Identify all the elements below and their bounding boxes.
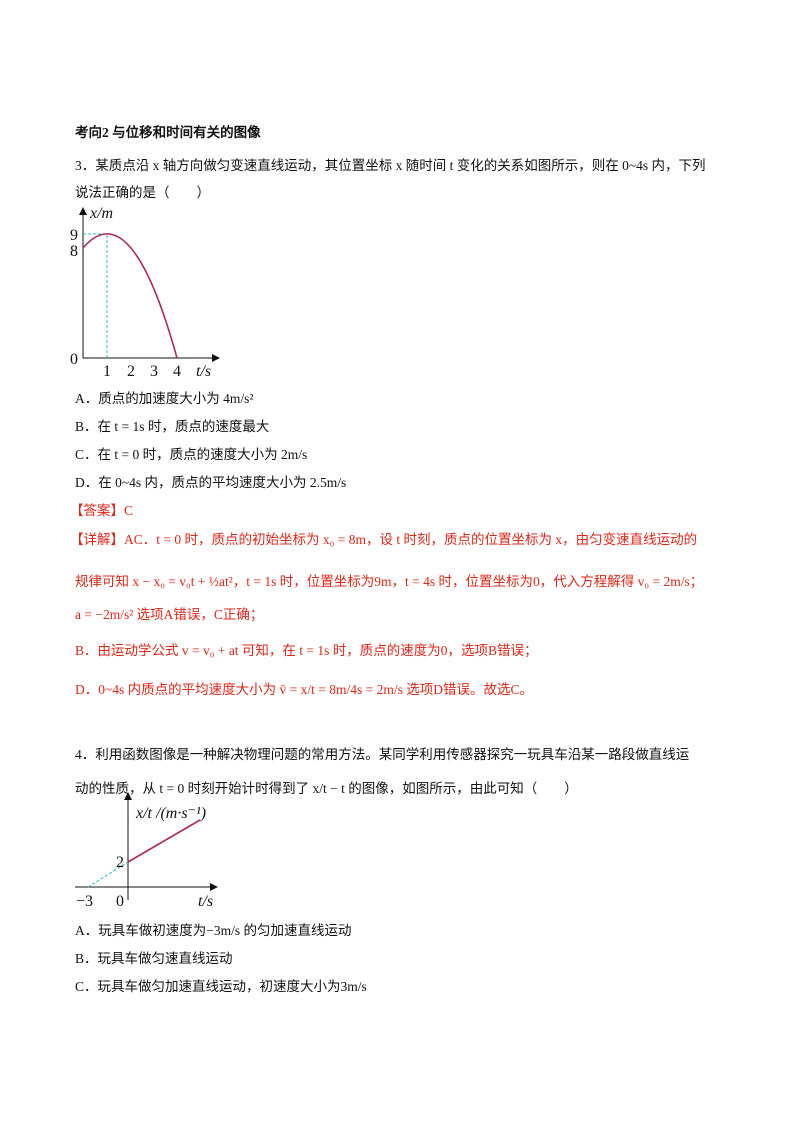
guide-line [83, 233, 108, 358]
arrow [210, 883, 218, 891]
curve [82, 233, 178, 359]
figure-2: x/t /(m·s⁻¹) t/s 2 0 −3 [75, 792, 218, 910]
tick-label: 2 [116, 854, 124, 871]
explanation-line: 规律可知 x − x₀ = v₀t + ½at²，t = 1s 时，位置坐标为9… [75, 574, 704, 589]
tick-label: −3 [76, 893, 93, 910]
line [127, 819, 201, 863]
option: A．玩具车做初速度为−3m/s 的匀加速直线运动 [75, 923, 352, 938]
option: C．在 t = 0 时，质点的速度大小为 2m/s [75, 447, 308, 462]
option: A．质点的加速度大小为 4m/s² [75, 391, 254, 406]
x-label: t/s [198, 893, 213, 910]
explanation-line: B．由运动学公式 v = v₀ + at 可知，在 t = 1s 时，质点的速度… [75, 643, 538, 658]
arrow [79, 207, 87, 215]
tick-label: 3 [150, 363, 158, 380]
stem-line: 动的性质，从 t = 0 时刻开始计时得到了 x/t − t 的图像，如图所示，… [75, 781, 578, 796]
tick-label: 9 [70, 227, 78, 244]
x-label: t/s [196, 363, 211, 380]
arrow [124, 792, 132, 800]
section-title: 考向2 与位移和时间有关的图像 [75, 125, 261, 140]
arrow [212, 354, 220, 362]
option: C．玩具车做匀加速直线运动，初速度大小为3m/s [75, 979, 367, 994]
answer-value: C [124, 503, 134, 518]
stem-line: 3．某质点沿 x 轴方向做匀变速直线运动，其位置坐标 x 随时间 t 变化的关系… [75, 158, 706, 173]
tick-label: 2 [127, 363, 135, 380]
y-label: x/t /(m·s⁻¹) [135, 805, 206, 822]
option: B．玩具车做匀速直线运动 [75, 951, 233, 966]
tick-label: 1 [103, 363, 111, 380]
tick-label: 0 [116, 893, 124, 910]
explanation-line: 【详解】AC．t = 0 时，质点的初始坐标为 x₀ = 8m，设 t 时刻，质… [70, 532, 698, 547]
tick-label: 0 [70, 351, 78, 368]
tick-label: 8 [70, 243, 78, 260]
stem-line: 说法正确的是（ ） [75, 185, 210, 200]
guide-line [87, 861, 129, 888]
answer-label: 【答案】 [70, 503, 124, 518]
tick-label: 4 [173, 363, 181, 380]
option: D．在 0~4s 内，质点的平均速度大小为 2.5m/s [75, 475, 347, 490]
option: B．在 t = 1s 时，质点的速度最大 [75, 419, 270, 434]
stem-line: 4．利用函数图像是一种解决物理问题的常用方法。某同学利用传感器探究一玩具车沿某一… [75, 747, 690, 762]
answer: 【答案】C [70, 499, 133, 519]
y-label: x/m [89, 205, 113, 222]
figure-1: x/m t/s 9 8 0 1 2 3 4 [70, 205, 220, 380]
explanation-line: a = −2m/s² 选项A错误，C正确； [75, 607, 264, 622]
explanation-line: D．0~4s 内质点的平均速度大小为 v̄ = x/t = 8m/4s = 2m… [75, 682, 534, 697]
